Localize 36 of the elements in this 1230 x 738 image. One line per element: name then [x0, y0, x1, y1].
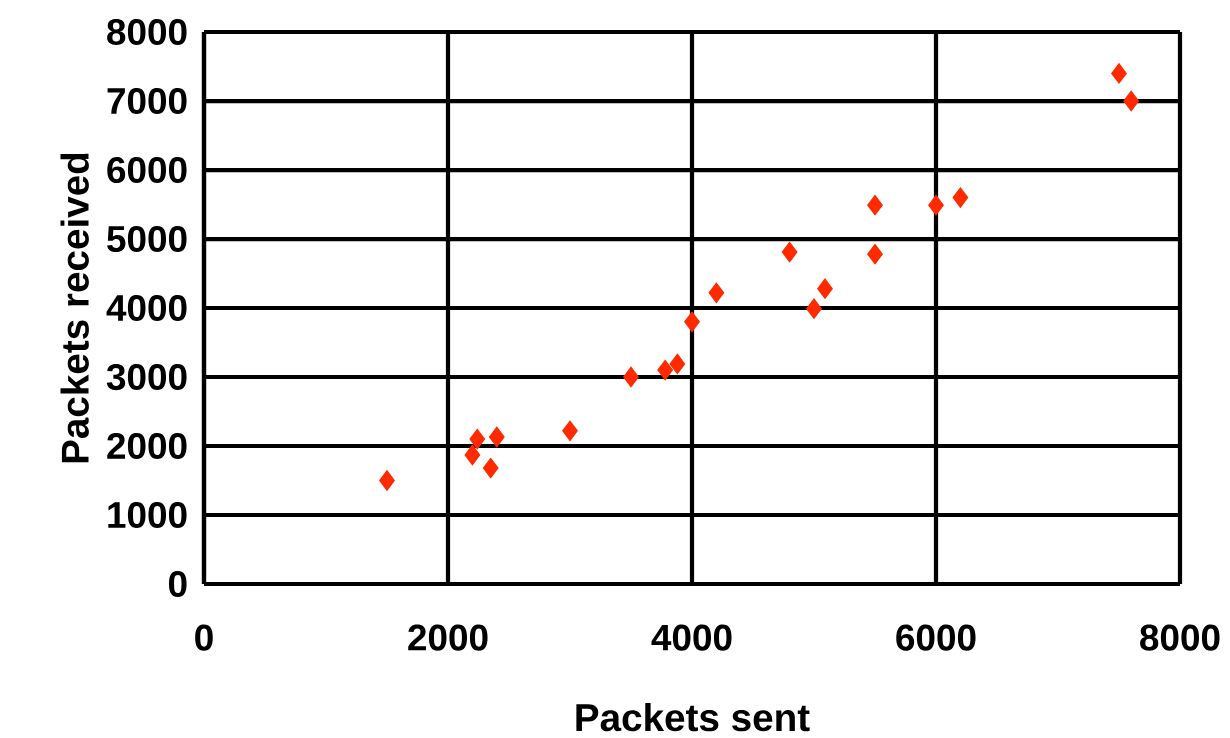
y-tick-label: 7000 — [107, 87, 187, 115]
y-tick-label: 5000 — [107, 225, 187, 253]
point — [781, 241, 798, 263]
point — [684, 311, 700, 333]
x-tick-label: 2000 — [408, 624, 488, 651]
point — [669, 353, 686, 375]
x-tick-label: 8000 — [1140, 624, 1220, 651]
point — [464, 444, 481, 466]
point — [562, 420, 578, 442]
x-tick-label: 4000 — [651, 624, 732, 651]
point — [867, 195, 883, 216]
point — [928, 195, 944, 216]
point — [952, 187, 969, 208]
y-tick-label: 0 — [168, 570, 187, 598]
point — [379, 470, 395, 491]
point — [806, 298, 822, 319]
y-tick-label: 6000 — [107, 156, 187, 184]
point — [488, 426, 505, 448]
point — [817, 278, 833, 299]
y-axis-title: Packets received — [60, 153, 89, 463]
point — [1123, 90, 1140, 112]
y-tick-label: 4000 — [106, 294, 187, 322]
x-tick-label: 6000 — [896, 624, 976, 651]
x-tick-label: 0 — [195, 624, 213, 651]
x-axis-title: Packets sent — [576, 702, 810, 732]
point — [482, 457, 499, 479]
y-tick-label: 8000 — [107, 18, 187, 46]
point — [708, 282, 725, 304]
y-tick-label: 3000 — [106, 363, 187, 391]
y-tick-label: 2000 — [107, 432, 187, 460]
point — [657, 359, 673, 381]
point — [469, 428, 486, 450]
point — [1111, 63, 1127, 84]
y-tick-label: 1000 — [108, 501, 187, 529]
point — [623, 366, 639, 388]
point — [867, 244, 883, 265]
